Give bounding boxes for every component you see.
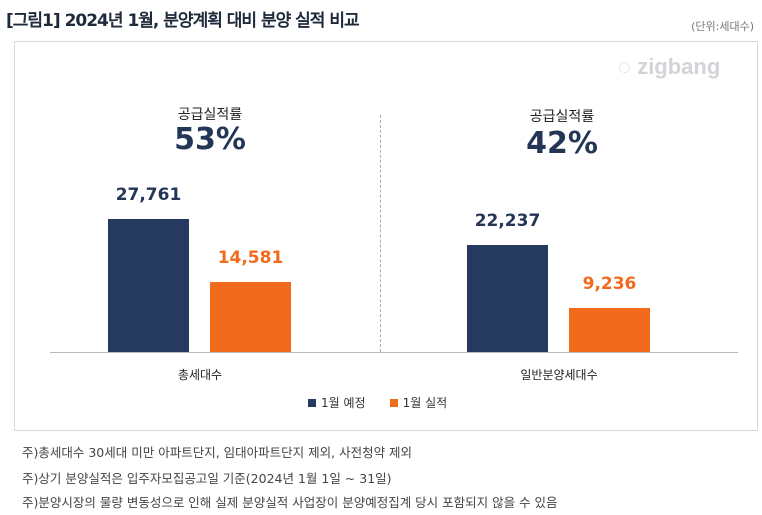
logo-icon: ◌: [618, 54, 638, 79]
bar-actual-1: [210, 282, 291, 352]
unit-label: (단위:세대수): [691, 20, 754, 33]
value-label-actual-1: 14,581: [217, 248, 284, 268]
category-label-1: 총세대수: [177, 368, 223, 382]
legend: 1월 예정 1월 실적: [308, 394, 447, 411]
legend-label-actual: 1월 실적: [402, 396, 448, 410]
value-label-actual-2: 9,236: [582, 273, 637, 294]
panel-divider: [380, 115, 381, 352]
rate-label-1: 공급실적률: [177, 107, 243, 123]
legend-label-planned: 1월 예정: [321, 396, 366, 410]
legend-swatch-planned: [308, 399, 316, 407]
chart-frame: [14, 41, 758, 431]
bar-actual-2: [569, 307, 650, 352]
chart-title: [그림1] 2024년 1월, 분양계획 대비 분양 실적 비교: [6, 11, 360, 31]
rate-value-1: 53%: [174, 122, 246, 157]
x-axis-baseline: [50, 352, 738, 353]
logo-text: zigbang: [637, 54, 721, 79]
rate-value-2: 42%: [526, 126, 598, 161]
value-label-planned-2: 22,237: [474, 211, 541, 232]
value-label-planned-1: 27,761: [115, 184, 182, 205]
bar-planned-1: [108, 218, 189, 352]
note-2: 주)상기 분양실적은 입주자모집공고일 기준(2024년 1월 1일 ~ 31일…: [22, 471, 392, 486]
bar-planned-2: [467, 245, 548, 352]
legend-item-actual: 1월 실적: [389, 394, 448, 411]
zigbang-logo: ◌ zigbang: [618, 54, 720, 80]
legend-swatch-actual: [389, 399, 398, 407]
rate-label-2: 공급실적률: [529, 109, 595, 125]
note-3: 주)분양시장의 물량 변동성으로 인해 실제 분양실적 사업장이 분양예정집계 …: [22, 495, 558, 510]
category-label-2: 일반분양세대수: [520, 368, 598, 382]
note-1: 주)총세대수 30세대 미만 아파트단지, 임대아파트단지 제외, 사전청약 제…: [22, 445, 413, 460]
legend-item-planned: 1월 예정: [308, 394, 366, 411]
